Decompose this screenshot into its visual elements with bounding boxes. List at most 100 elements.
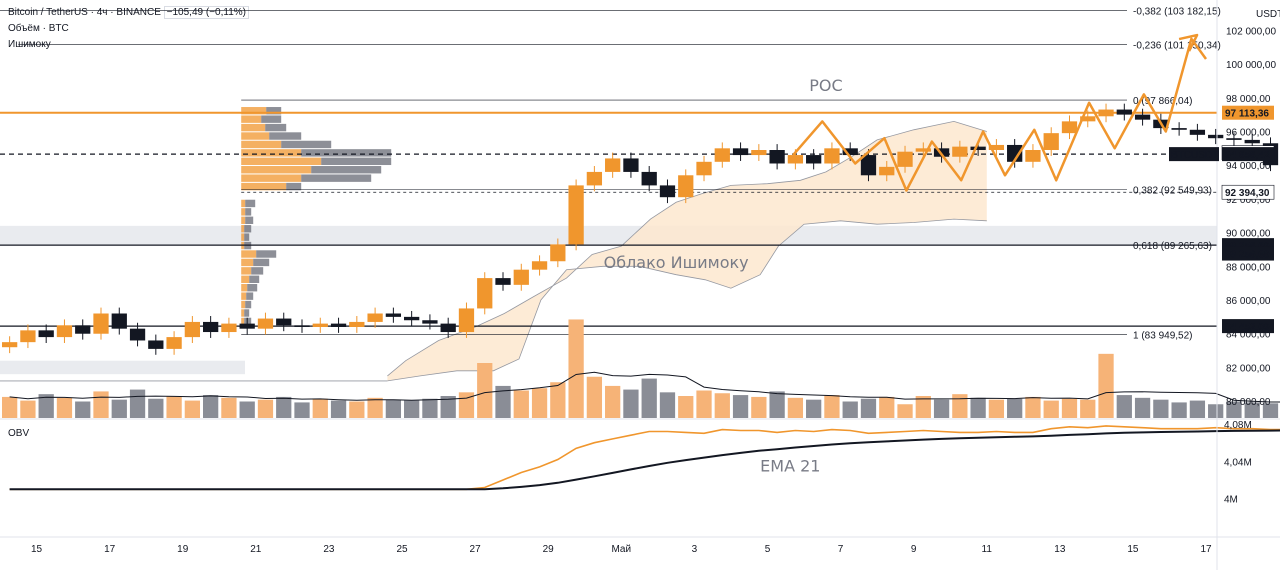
volume-profile-bar (245, 216, 254, 225)
volume-bar (404, 400, 420, 418)
time-tick-label: 13 (1054, 544, 1066, 555)
time-tick-label: 3 (692, 544, 698, 555)
candle-body (203, 321, 219, 333)
volume-bar (440, 396, 456, 418)
candle-body (1189, 129, 1206, 135)
candle-body (952, 146, 968, 157)
volume-bar (1262, 403, 1279, 418)
candle-body (1134, 114, 1151, 120)
time-tick-label: 19 (177, 544, 189, 555)
candle-body (586, 171, 603, 186)
volume-bar (860, 398, 877, 418)
time-tick-label: 27 (470, 544, 482, 555)
volume-profile-bar (253, 258, 270, 267)
volume-bar (1208, 404, 1224, 418)
candle-body (111, 313, 127, 329)
volume-bar (20, 400, 36, 418)
candle-body (806, 155, 822, 164)
candle-body (129, 328, 146, 341)
fib-level-label: -0,236 (101 150,34) (1133, 41, 1221, 52)
price-label-text: 84 452,09 (1225, 322, 1270, 333)
candle-body (568, 185, 584, 245)
interval[interactable]: 4ч (96, 7, 108, 18)
time-tick-label: 5 (765, 544, 771, 555)
time-tick-label: 7 (838, 544, 844, 555)
fib-level-label: 0,618 (89 265,63) (1133, 241, 1212, 252)
volume-profile-bar (241, 182, 287, 191)
volume-bar (641, 378, 657, 418)
volume-profile-bar (241, 225, 245, 233)
candle-body (550, 244, 566, 262)
candle-body (166, 337, 182, 349)
volume-profile-bar (246, 292, 254, 300)
candle-body (330, 323, 347, 327)
volume-profile-bar (245, 208, 252, 216)
volume-bar (1098, 353, 1114, 418)
volume-bar (148, 398, 164, 418)
volume-bar (1007, 398, 1023, 418)
price-label-tag (1222, 147, 1274, 162)
volume-bar (129, 389, 146, 418)
annotation-poc: POC (809, 76, 842, 95)
price-tick-label: 88 000,00 (1226, 262, 1271, 273)
candle-body (714, 148, 730, 162)
time-tick-label: 15 (31, 544, 43, 555)
symbol-name[interactable]: Bitcoin / TetherUS (8, 7, 88, 18)
annotations: POC Облако Ишимоку EMA 21 (604, 76, 843, 475)
candle-body (495, 278, 511, 285)
volume-profile-bar (321, 157, 392, 166)
volume-bar (824, 395, 840, 418)
price-tick-label: 84 000,00 (1226, 330, 1271, 341)
volume-bar (367, 397, 383, 418)
volume-bar (678, 396, 694, 418)
volume-profile-bar (269, 132, 302, 140)
volume-profile-bar (244, 309, 250, 317)
cloud-span-a (387, 120, 987, 377)
price-tick-label: 98 000,00 (1226, 94, 1271, 105)
obv-indicator-label[interactable]: OBV (8, 428, 30, 439)
volume-profile-bar (265, 123, 287, 132)
price-label-text: 97 113,36 (1225, 109, 1269, 120)
volume-profile-bar (301, 149, 392, 157)
axis-currency: USDT (1256, 9, 1280, 20)
cloud-fill (387, 121, 987, 381)
candle-body (20, 330, 36, 343)
volume-indicator-label[interactable]: Объём · BTC (8, 23, 69, 34)
candle-body (148, 340, 164, 349)
symbol-tag-text: BTCUSDT (1171, 150, 1218, 161)
volume-bar (1080, 399, 1096, 418)
volume-bar (1244, 402, 1260, 418)
volume-bar (495, 385, 511, 418)
candle-body (1226, 138, 1242, 140)
volume-bar (38, 394, 54, 418)
volume-profile-bar (241, 166, 312, 174)
price-tick-label: 94 000,00 (1226, 161, 1271, 172)
time-tick-label: 9 (911, 544, 917, 555)
volume-profile-bar (241, 317, 245, 326)
volume-profile-bar (286, 182, 302, 191)
obv-panel: 4,08M 4,04M 4M (9, 420, 1280, 506)
obv-ema-line (9, 429, 1280, 491)
candle-body (641, 171, 657, 186)
volume-profile (241, 107, 392, 326)
support-zone-lower (0, 360, 245, 375)
candle-body (531, 261, 548, 270)
volume-bar (294, 402, 310, 418)
volume-profile-bar (241, 149, 302, 157)
volume-bar (239, 401, 255, 418)
fib-level-label: 0 (97 866,04) (1133, 96, 1193, 107)
volume-bar (659, 392, 676, 418)
volume-profile-bar (256, 250, 277, 258)
volume-bar (349, 401, 365, 418)
volume-bar (915, 396, 931, 418)
candle-body (221, 323, 237, 333)
volume-bar (751, 396, 767, 418)
candle-body (897, 151, 913, 167)
candle-body (915, 148, 931, 152)
annotation-ichimoku-cloud: Облако Ишимоку (604, 253, 749, 272)
candle-body (1171, 128, 1187, 130)
volume-profile-bar (249, 275, 260, 284)
volume-profile-bar (241, 174, 302, 182)
volume-bar (605, 385, 621, 418)
